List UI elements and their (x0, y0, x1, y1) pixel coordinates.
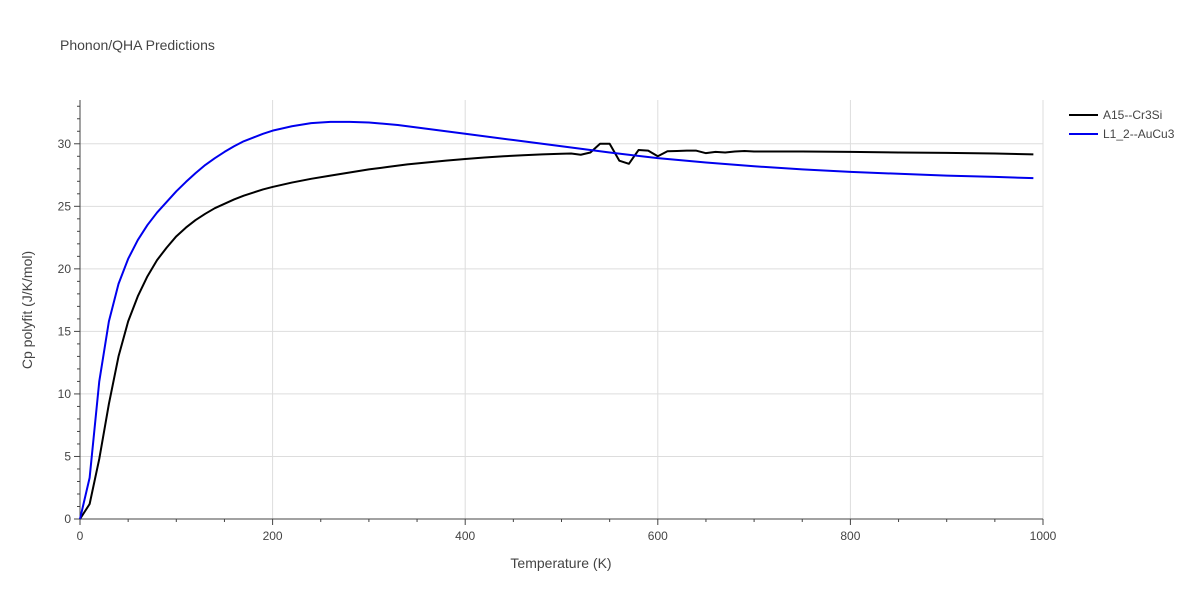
y-tick-label: 15 (58, 324, 72, 338)
legend-label: L1_2--AuCu3 (1103, 127, 1175, 141)
legend-item-0[interactable]: A15--Cr3Si (1069, 108, 1162, 122)
x-tick-label: 400 (455, 529, 475, 543)
y-tick-label: 25 (58, 199, 72, 213)
x-axis-label: Temperature (K) (510, 555, 611, 571)
y-tick-label: 5 (64, 449, 71, 463)
x-tick-label: 800 (840, 529, 860, 543)
x-tick-label: 0 (77, 529, 84, 543)
legend-label: A15--Cr3Si (1103, 108, 1162, 122)
y-tick-label: 10 (58, 387, 72, 401)
x-tick-label: 1000 (1030, 529, 1057, 543)
y-tick-label: 0 (64, 512, 71, 526)
series-line-1 (79, 120, 1034, 520)
axes: 0 200 400 600 800 1000 0 5 10 15 20 25 30 (58, 100, 1057, 543)
y-axis-label: Cp polyfit (J/K/mol) (19, 251, 35, 369)
grid (80, 100, 1044, 519)
y-tick-label: 30 (58, 137, 72, 151)
x-tick-label: 200 (263, 529, 283, 543)
series-layer (79, 120, 1034, 520)
legend[interactable]: A15--Cr3Si L1_2--AuCu3 (1069, 108, 1175, 141)
series-line-0 (79, 142, 1034, 520)
legend-item-1[interactable]: L1_2--AuCu3 (1069, 127, 1175, 141)
y-tick-label: 20 (58, 262, 72, 276)
x-tick-label: 600 (648, 529, 668, 543)
chart-title: Phonon/QHA Predictions (60, 37, 215, 53)
